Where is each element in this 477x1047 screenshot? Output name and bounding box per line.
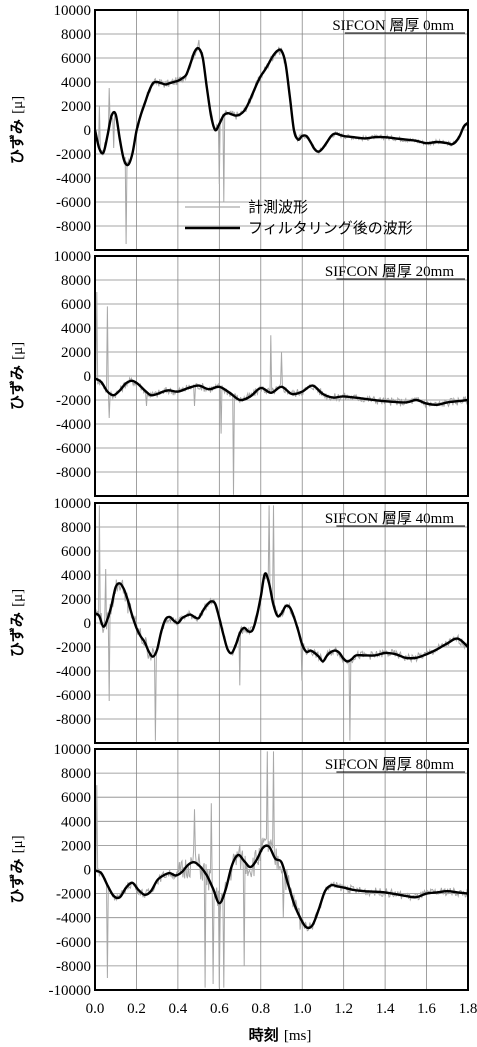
legend-label-filtered: フィルタリング後の波形 <box>248 219 413 237</box>
y-tick-label: 6000 <box>61 544 91 560</box>
y-axis-label: ひずみ [μ] <box>8 96 26 164</box>
grid <box>95 10 468 250</box>
x-axis-label: 時刻 [ms] <box>249 1026 312 1044</box>
y-tick-label: 4000 <box>61 75 91 91</box>
y-tick-label: 4000 <box>61 321 91 337</box>
panel-2: 10000 8000 6000 4000 2000 0 -2000 -4000 -6000 -80… <box>8 249 469 497</box>
y-tick-label: 8000 <box>61 273 91 289</box>
y-tick-label: -10000 <box>49 983 92 999</box>
y-tick-label: -2000 <box>56 393 91 409</box>
x-tick-label: 0.4 <box>169 1001 188 1017</box>
panel-4: 10000 8000 6000 4000 2000 0 -2000 -4000 -6000 -80… <box>8 742 469 999</box>
y-tick-label: -8000 <box>56 959 91 975</box>
filtered-waveform-line <box>94 377 469 407</box>
panel-frame <box>94 748 469 991</box>
y-tick-label: 4000 <box>61 814 91 830</box>
y-tick-label: 0 <box>84 863 92 879</box>
x-tick-label: 1.6 <box>417 1001 436 1017</box>
y-tick-label: 10000 <box>54 742 92 758</box>
y-tick-label: 10000 <box>54 496 92 512</box>
x-tick-label: 1.8 <box>459 1001 477 1017</box>
y-axis-label: ひずみ [μ] <box>8 589 26 657</box>
y-tick-label: 6000 <box>61 51 91 67</box>
y-tick-label: 0 <box>84 616 92 632</box>
y-tick-label: -4000 <box>56 911 91 927</box>
x-tick-label: 1.4 <box>376 1001 395 1017</box>
panel-1: 10000 8000 6000 4000 2000 0 -2000 -4000 -6000 -80… <box>8 3 469 251</box>
x-tick-label: 1.0 <box>293 1001 312 1017</box>
panel-title: SIFCON 層厚 20mm <box>325 264 455 280</box>
panel-3: 10000 8000 6000 4000 2000 0 -2000 -4000 -6000 -80… <box>8 496 469 744</box>
panel-frame <box>94 9 469 251</box>
y-tick-label: 8000 <box>61 766 91 782</box>
filtered-waveform-line <box>93 46 469 167</box>
measured-waveform-line <box>94 291 469 495</box>
y-tick-label: 2000 <box>61 592 91 608</box>
panel-title: SIFCON 層厚 80mm <box>325 757 455 773</box>
filtered-waveform-line <box>94 844 469 930</box>
y-tick-label: 2000 <box>61 99 91 115</box>
y-tick-label: 2000 <box>61 838 91 854</box>
y-tick-label: -6000 <box>56 441 91 457</box>
filtered-waveform-line <box>94 572 469 663</box>
y-tick-label: -2000 <box>56 640 91 656</box>
grid <box>95 749 468 990</box>
measured-waveform-line <box>94 751 469 988</box>
y-tick-label: 4000 <box>61 568 91 584</box>
y-axis-label: ひずみ [μ] <box>8 835 26 903</box>
y-axis-label: ひずみ [μ] <box>8 342 26 410</box>
y-tick-label: -2000 <box>56 887 91 903</box>
x-tick-label: 0.2 <box>127 1001 146 1017</box>
panel-frame <box>94 255 469 497</box>
y-tick-label: -4000 <box>56 664 91 680</box>
y-tick-label: 6000 <box>61 790 91 806</box>
x-tick-label: 1.2 <box>334 1001 353 1017</box>
panel-title: SIFCON 層厚 0mm <box>332 18 454 34</box>
y-tick-label: -8000 <box>56 465 91 481</box>
x-tick-label: 0.0 <box>86 1001 105 1017</box>
y-tick-label: 8000 <box>61 27 91 43</box>
y-tick-label: 8000 <box>61 520 91 536</box>
grid <box>95 256 468 496</box>
y-tick-label: 0 <box>84 123 92 139</box>
y-tick-label: 6000 <box>61 297 91 313</box>
panel-title: SIFCON 層厚 40mm <box>325 511 455 527</box>
y-tick-label: -4000 <box>56 417 91 433</box>
y-tick-label: -4000 <box>56 171 91 187</box>
legend-label-measured: 計測波形 <box>248 198 308 216</box>
y-tick-label: -6000 <box>56 688 91 704</box>
y-tick-label: -8000 <box>56 712 91 728</box>
y-tick-label: -2000 <box>56 147 91 163</box>
y-tick-label: -6000 <box>56 195 91 211</box>
y-tick-label: -6000 <box>56 935 91 951</box>
x-tick-label: 0.8 <box>251 1001 270 1017</box>
y-tick-label: -8000 <box>56 219 91 235</box>
y-tick-label: 10000 <box>54 3 92 19</box>
x-tick-label: 0.6 <box>210 1001 229 1017</box>
panel-frame <box>94 502 469 744</box>
y-tick-label: 0 <box>84 369 92 385</box>
y-tick-label: 2000 <box>61 345 91 361</box>
y-tick-label: 10000 <box>54 249 92 265</box>
